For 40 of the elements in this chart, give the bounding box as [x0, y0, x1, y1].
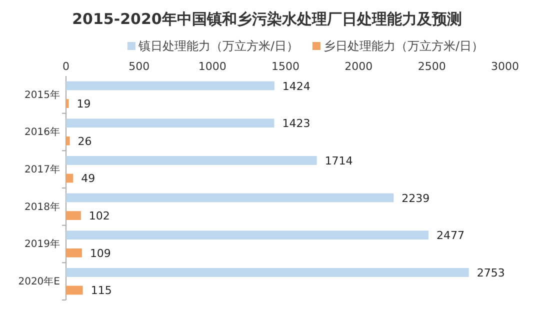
data-label: 49	[81, 172, 96, 186]
x-tick-label: 500	[128, 60, 150, 73]
bar	[66, 136, 70, 146]
bar	[66, 193, 394, 202]
data-label: 1714	[324, 154, 353, 168]
legend-label: 镇日处理能力（万立方米/日）	[137, 39, 298, 53]
data-label: 115	[90, 284, 112, 298]
data-label: 2239	[402, 192, 430, 205]
data-label: 1423	[282, 117, 310, 130]
bar	[66, 81, 274, 90]
data-label: 19	[76, 98, 91, 111]
y-tick-label: 2019年	[24, 238, 60, 250]
bar	[66, 118, 274, 128]
x-tick-label: 1500	[272, 60, 300, 73]
y-tick-label: 2020年E	[18, 276, 60, 288]
bar	[66, 268, 469, 277]
legend-label: 乡日处理能力（万立方米/日）	[324, 39, 484, 53]
chart-title: 2015-2020年中国镇和乡污染水处理厂日处理能力及预测	[72, 10, 462, 28]
x-tick-label: 1000	[198, 60, 226, 73]
data-label: 2753	[476, 266, 505, 280]
y-tick-label: 2018年	[24, 200, 60, 213]
bar	[66, 286, 83, 295]
x-tick-label: 2500	[418, 60, 446, 73]
bar	[66, 99, 69, 108]
y-tick-label: 2016年	[24, 126, 60, 138]
x-tick-label: 2000	[344, 60, 373, 73]
data-label: 2477	[436, 229, 464, 242]
data-label: 109	[90, 246, 111, 260]
x-tick-label: 3000	[491, 60, 519, 73]
data-label: 26	[78, 134, 92, 148]
data-label: 102	[88, 210, 110, 223]
bar	[66, 174, 74, 183]
data-label: 1424	[282, 80, 310, 93]
bar	[66, 248, 82, 258]
bar	[66, 230, 428, 240]
x-tick-label: 0	[62, 60, 70, 73]
y-tick-label: 2017年	[24, 164, 60, 176]
bar	[66, 211, 81, 220]
y-tick-label: 2015年	[24, 88, 60, 101]
bar	[66, 156, 317, 165]
